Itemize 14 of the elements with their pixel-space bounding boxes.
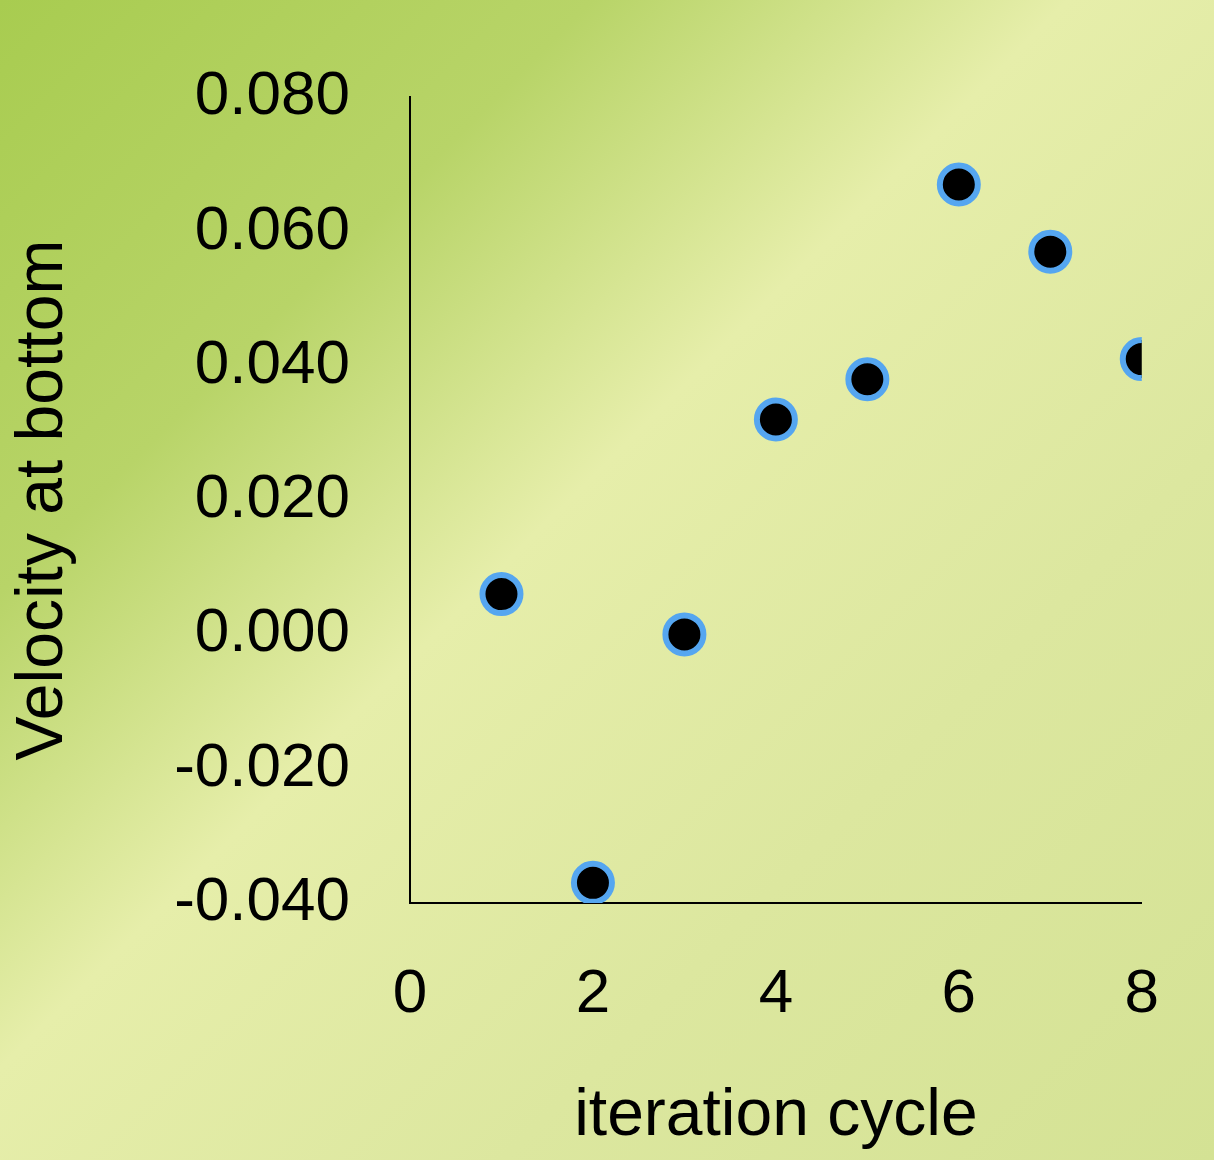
y-tick-label: 0.000	[194, 595, 350, 665]
x-tick-label: 2	[575, 956, 611, 1026]
y-tick-label: -0.020	[174, 729, 350, 799]
x-tick-label: 0	[392, 956, 428, 1026]
y-tick-label: 0.060	[194, 192, 350, 262]
x-tick-label: 8	[1124, 956, 1159, 1026]
x-tick-label: 6	[941, 956, 977, 1026]
y-tick-label: 0.020	[194, 461, 350, 531]
y-tick-label: -0.040	[174, 864, 350, 934]
y-axis-title: Velocity at bottom	[1, 239, 76, 761]
x-tick-label: 4	[758, 956, 794, 1026]
y-tick-label: 0.080	[194, 58, 350, 128]
x-axis-title: iteration cycle	[574, 1074, 978, 1149]
y-tick-label: 0.040	[194, 326, 350, 396]
